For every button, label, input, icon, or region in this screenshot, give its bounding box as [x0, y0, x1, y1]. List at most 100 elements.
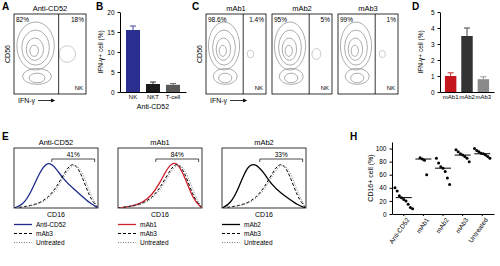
tick-label: mAb1 [415, 216, 431, 234]
tick-label: 60 [379, 171, 387, 178]
plot-frame [272, 14, 332, 94]
contour-plot: 99%1%NKmAb3 [338, 4, 398, 94]
point [446, 177, 449, 180]
gate-label: NK [75, 85, 83, 91]
point [396, 190, 399, 193]
contour [213, 68, 237, 84]
bar-chart: 012345mAb1mAb2mAb3IFN-γ+ cell (%) [417, 9, 495, 101]
series-line [222, 165, 306, 208]
contour [22, 30, 49, 65]
tick: mAb3 [454, 214, 470, 234]
point [468, 160, 471, 163]
series-line [14, 164, 98, 208]
contour [26, 38, 43, 60]
tick-mark [390, 149, 393, 150]
tick-mark [403, 214, 404, 216]
contour [379, 50, 385, 57]
plot-frame [118, 148, 202, 208]
point [425, 173, 428, 176]
contour [282, 38, 296, 60]
tick: 15 [107, 29, 120, 36]
marks [445, 28, 489, 92]
contour [219, 45, 226, 56]
legend-swatch [222, 224, 240, 225]
point [444, 170, 447, 173]
panel-letter: A [2, 1, 9, 12]
point [448, 183, 451, 186]
axis-arrow [230, 100, 244, 101]
tick-mark [390, 162, 393, 163]
tick-label: 5 [111, 69, 115, 76]
tick: Anti-CD52 [388, 214, 411, 245]
legend-swatch [118, 233, 136, 234]
tick: NKT [147, 92, 159, 100]
tick-label: T-cell [166, 94, 180, 100]
axis-title: IFN-γ+ cell (%) [417, 30, 425, 73]
error-cap [170, 83, 176, 84]
tick-mark [423, 214, 424, 216]
gate-bracket [260, 159, 303, 162]
tick-mark [438, 92, 441, 93]
contour [348, 38, 362, 60]
gate-label: NK [321, 85, 329, 91]
legend-swatch [222, 233, 240, 234]
panel-letter: C [192, 1, 199, 12]
median-line [396, 197, 412, 198]
legend-swatch [14, 233, 32, 234]
axis-title: IFN-γ [210, 97, 228, 105]
error-bar [448, 73, 454, 76]
point [435, 157, 438, 160]
axis-title: CD56 [4, 45, 11, 63]
axis-line [440, 13, 441, 93]
contour-layer [208, 22, 253, 84]
contour [285, 45, 292, 56]
data-label: 1% [387, 16, 397, 23]
axis-arrowhead [51, 99, 55, 103]
tick-label: mAb3 [476, 94, 492, 100]
contour-layer [340, 22, 385, 84]
title: Anti-CD52 [39, 138, 74, 147]
histogram: 33%mAb2CD16mAb2mAb3Untreated [222, 138, 306, 246]
tick: mAb1 [443, 92, 459, 100]
bar [478, 79, 489, 92]
tick-label: NK [129, 94, 137, 100]
data-label: 82% [16, 16, 29, 23]
plot-frame [338, 14, 398, 94]
bar [461, 36, 472, 92]
point [437, 161, 440, 164]
point [466, 157, 469, 160]
axis-line [120, 13, 121, 93]
legend-entry: mAb3 [140, 230, 157, 237]
tick-mark [118, 32, 121, 33]
contour [23, 68, 52, 84]
contour-plot: 82%18%NKAnti-CD52CD56IFN-γ [4, 4, 86, 105]
tick: mAb3 [476, 92, 492, 100]
point [488, 157, 491, 160]
tick-label: 0 [383, 211, 387, 218]
contour [59, 46, 76, 63]
tick: 20 [107, 9, 120, 16]
legend: mAb1mAb3Untreated [118, 221, 169, 246]
contour [279, 68, 303, 84]
tick-label: 3 [431, 41, 435, 48]
contour [351, 73, 364, 83]
legend-swatch [118, 224, 136, 225]
point [404, 199, 407, 202]
tick-mark [390, 175, 393, 176]
gate-bracket [156, 159, 199, 162]
median-line [415, 159, 431, 160]
marks [222, 165, 306, 208]
tick-mark [482, 214, 483, 216]
bar [126, 30, 140, 92]
tick-label: mAb2 [434, 216, 450, 234]
tick-label: Untreated [467, 216, 489, 244]
plot-frame [222, 148, 306, 208]
data-label: 1.4% [249, 16, 264, 23]
histogram: 84%mAb1CD16mAb1mAb3Untreated [118, 138, 202, 246]
axis: mAb1mAb2mAb3 [441, 92, 495, 100]
series-line [118, 166, 202, 208]
tick: 80 [379, 158, 392, 165]
tick: 0 [383, 211, 392, 218]
axis-title: IFN-γ [18, 97, 36, 105]
series-line [14, 165, 98, 208]
